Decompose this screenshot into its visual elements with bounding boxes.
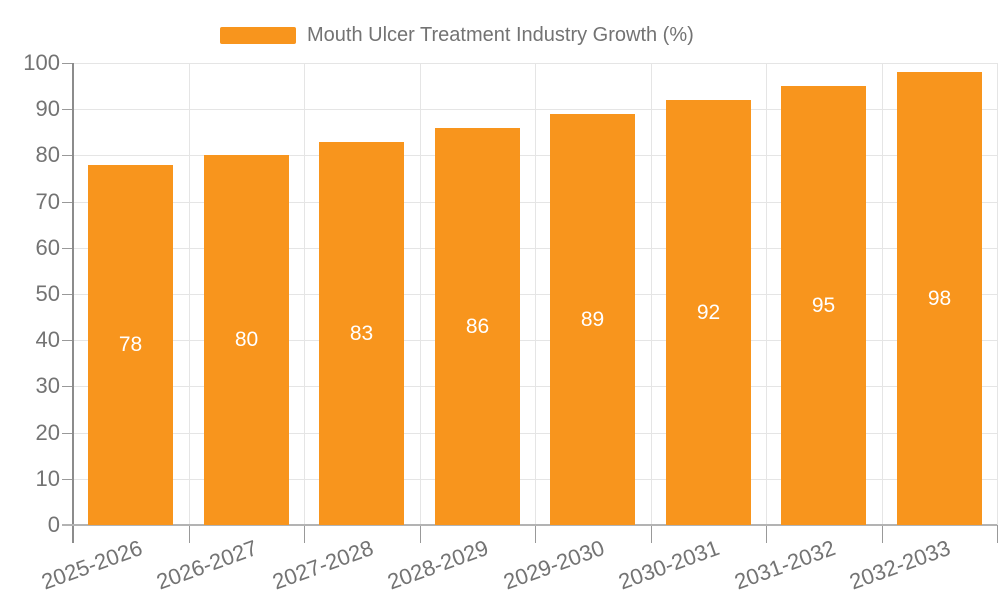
y-axis-tick [62, 386, 73, 387]
y-axis-tick-label: 20 [35, 420, 60, 445]
x-axis-tick [304, 525, 305, 543]
grid-line-vertical [651, 63, 652, 525]
y-axis-tick [62, 155, 73, 156]
y-axis-tick-label: 100 [23, 50, 60, 75]
y-axis-tick [62, 340, 73, 341]
bar-value-label: 92 [696, 300, 721, 324]
x-axis-tick [997, 525, 998, 543]
x-axis-tick [535, 525, 536, 543]
bar[interactable]: 98 [897, 72, 982, 525]
y-axis-tick [62, 202, 73, 203]
x-axis-tick [651, 525, 652, 543]
bar-value-label: 89 [580, 307, 605, 331]
bar[interactable]: 95 [781, 86, 866, 525]
grid-line-vertical [189, 63, 190, 525]
y-axis-tick-label: 50 [35, 281, 60, 306]
legend-item[interactable]: Mouth Ulcer Treatment Industry Growth (%… [220, 25, 694, 45]
bar[interactable]: 83 [319, 142, 404, 525]
y-axis-tick-label: 0 [47, 512, 60, 537]
y-axis-tick-label: 80 [35, 142, 60, 167]
y-axis-tick [62, 433, 73, 434]
y-axis-tick [62, 479, 73, 480]
grid-line-vertical [882, 63, 883, 525]
bar[interactable]: 92 [666, 100, 751, 525]
y-axis-tick-label: 70 [35, 189, 60, 214]
y-axis-tick [62, 63, 73, 64]
y-axis-line [72, 63, 74, 543]
bar[interactable]: 80 [204, 155, 289, 525]
y-axis-tick-label: 10 [35, 466, 60, 491]
grid-line-vertical [420, 63, 421, 525]
bar-value-label: 78 [118, 333, 143, 356]
x-axis-tick [766, 525, 767, 543]
bar[interactable]: 86 [435, 128, 520, 525]
grid-line-vertical [997, 63, 998, 525]
y-axis-tick-label: 40 [35, 327, 60, 352]
x-axis-tick [882, 525, 883, 543]
y-axis-tick [62, 248, 73, 249]
bar-value-label: 86 [465, 314, 490, 338]
x-axis-line [62, 524, 997, 526]
bar[interactable]: 78 [88, 165, 173, 525]
x-axis-tick [189, 525, 190, 543]
y-axis-tick-label: 60 [35, 235, 60, 260]
y-axis-tick [62, 294, 73, 295]
grid-line-vertical [535, 63, 536, 525]
bar-value-label: 83 [349, 321, 374, 345]
bar-value-label: 95 [811, 293, 836, 317]
grid-line-vertical [304, 63, 305, 525]
y-axis-tick [62, 109, 73, 110]
y-axis-tick-label: 30 [35, 373, 60, 398]
bar-value-label: 80 [234, 328, 259, 351]
grid-line-vertical [766, 63, 767, 525]
legend-label: Mouth Ulcer Treatment Industry Growth (%… [307, 24, 694, 46]
legend-swatch [220, 26, 296, 44]
bar-value-label: 98 [927, 286, 952, 310]
x-axis-tick [420, 525, 421, 543]
y-axis-tick-label: 90 [35, 96, 60, 121]
bar[interactable]: 89 [550, 114, 635, 525]
